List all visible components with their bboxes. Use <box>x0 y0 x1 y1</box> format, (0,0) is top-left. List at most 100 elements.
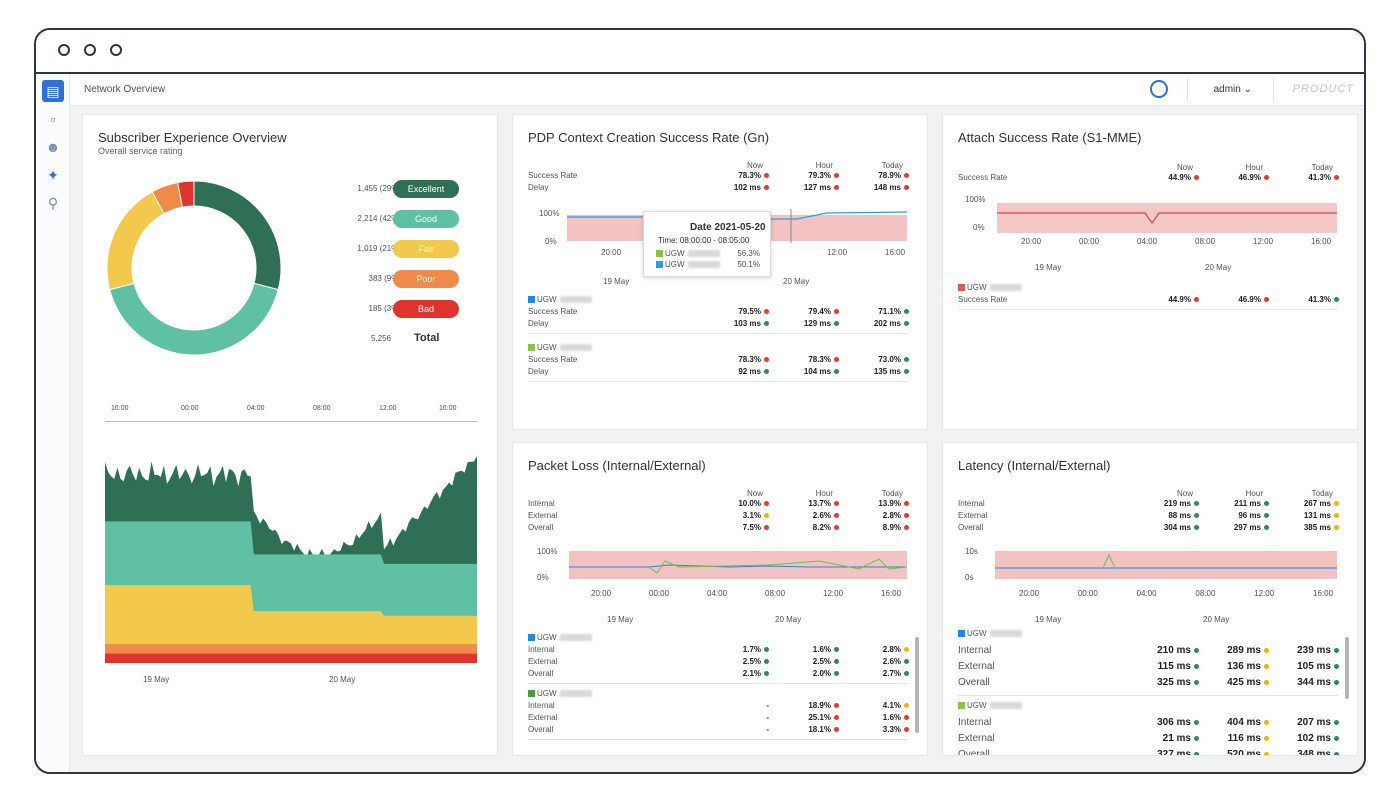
metric-value: 103 ms <box>734 319 769 328</box>
metric-value: 8.9% <box>883 523 909 532</box>
status-dot <box>1264 525 1269 531</box>
x-axis-label: 08:00 <box>1195 589 1216 598</box>
series-swatch <box>958 702 965 710</box>
value-text: - <box>766 725 769 734</box>
date-label: 19 May <box>607 615 634 624</box>
redacted-text <box>989 284 1022 292</box>
time-tick-label: 16:00 <box>439 405 457 412</box>
user-icon[interactable]: ☻ <box>45 139 61 155</box>
rating-area-chart <box>105 456 477 663</box>
status-dot <box>1194 647 1199 653</box>
row-label: External <box>958 511 988 520</box>
group-header: UGW <box>528 633 592 642</box>
column-header: Now <box>1176 163 1193 172</box>
y-axis-label: 0s <box>965 573 974 582</box>
series-swatch <box>528 690 535 698</box>
status-dot <box>834 321 839 327</box>
tooltip-date: Date 2021-05-20 <box>690 222 766 233</box>
x-axis-label: 20:00 <box>591 589 612 598</box>
metric-value: 2.0% <box>813 669 839 678</box>
close-window-button[interactable] <box>58 44 70 56</box>
value-text: 211 ms <box>1234 499 1261 508</box>
app-window: ▤ ▫ ☻ ✦ ⚲ Network Overview admin ⌄ PRODU… <box>34 28 1366 774</box>
metric-value: 21 ms <box>1163 733 1199 744</box>
maximize-window-button[interactable] <box>110 44 122 56</box>
scrollbar[interactable] <box>915 637 919 733</box>
redacted-text <box>687 261 720 269</box>
metric-value: 2.8% <box>883 511 909 520</box>
status-dot <box>1194 175 1199 181</box>
metric-value: 71.1% <box>878 307 909 316</box>
status-dot <box>904 513 909 519</box>
metric-value: - <box>766 701 769 710</box>
x-axis-label: 12:00 <box>823 589 844 598</box>
status-dot <box>904 659 909 665</box>
help-icon[interactable] <box>1150 80 1168 98</box>
packet-loss-card: Packet Loss (Internal/External) Now Hour T… <box>512 442 928 756</box>
status-dot <box>834 715 839 721</box>
y-axis-label: 100% <box>965 195 986 204</box>
group-name: UGW <box>537 343 557 352</box>
network-icon[interactable]: ✦ <box>47 166 59 183</box>
monitor-icon[interactable]: ▤ <box>42 80 64 102</box>
status-dot <box>1194 751 1199 755</box>
legend-pill-fair: Fair <box>393 240 459 258</box>
pdp-context-card: PDP Context Creation Success Rate (Gn) N… <box>512 114 928 430</box>
x-axis-label: 08:00 <box>765 589 786 598</box>
x-axis-label: 00:00 <box>1077 589 1098 598</box>
status-dot <box>1264 735 1269 741</box>
user-menu[interactable]: admin ⌄ <box>1213 84 1252 95</box>
metric-value: 289 ms <box>1227 645 1269 656</box>
status-dot <box>1264 501 1269 507</box>
status-dot <box>1194 501 1199 507</box>
value-text: 78.3% <box>738 171 761 180</box>
value-text: 289 ms <box>1227 645 1261 656</box>
metric-value: 135 ms <box>874 367 909 376</box>
row-label: Success Rate <box>528 307 578 316</box>
time-tick-label: 08:00 <box>313 405 331 412</box>
legend-pill-poor: Poor <box>393 270 459 288</box>
metric-value: 79.5% <box>738 307 769 316</box>
value-text: 129 ms <box>803 319 831 328</box>
row-label: Overall <box>528 725 554 734</box>
latency-card: Latency (Internal/External) Now Hour Today… <box>942 442 1358 756</box>
value-text: 2.7% <box>882 669 901 678</box>
divider <box>528 333 908 334</box>
minimize-window-button[interactable] <box>84 44 96 56</box>
metric-value: 104 ms <box>804 367 839 376</box>
search-icon[interactable]: ⚲ <box>47 194 59 211</box>
series-swatch <box>528 634 535 642</box>
x-axis-label: 16:00 <box>881 589 902 598</box>
divider <box>958 309 1338 310</box>
status-dot <box>834 647 839 653</box>
redacted-text <box>559 296 592 304</box>
metric-value: 129 ms <box>804 319 839 328</box>
x-axis-label: 20:00 <box>1019 589 1040 598</box>
status-dot <box>834 671 839 677</box>
divider <box>1187 78 1188 102</box>
value-text: 135 ms <box>873 367 901 376</box>
x-axis-label: 20:00 <box>601 248 622 257</box>
metric-value: 3.3% <box>883 725 909 734</box>
redacted-text <box>559 634 592 642</box>
status-dot <box>904 671 909 677</box>
row-label: Internal <box>958 645 992 656</box>
group-header: UGW <box>528 295 592 304</box>
status-dot <box>1334 647 1339 653</box>
value-text: 327 ms <box>1157 749 1191 756</box>
x-axis-label: 08:00 <box>1195 237 1216 246</box>
metric-value: 219 ms <box>1164 499 1199 508</box>
value-text: 202 ms <box>873 319 901 328</box>
status-dot <box>904 173 909 179</box>
device-icon[interactable]: ▫ <box>50 111 56 127</box>
metric-value: 88 ms <box>1168 511 1199 520</box>
scrollbar[interactable] <box>1345 637 1349 699</box>
group-name: UGW <box>537 295 557 304</box>
metric-value: 211 ms <box>1234 499 1269 508</box>
legend-count: 1,019 (21%) <box>357 244 401 253</box>
status-dot <box>1264 647 1269 653</box>
x-axis-label: 16:00 <box>885 248 906 257</box>
group-name: UGW <box>967 701 987 710</box>
tooltip-value: 50.1% <box>737 260 760 269</box>
metric-value: 148 ms <box>874 183 909 192</box>
